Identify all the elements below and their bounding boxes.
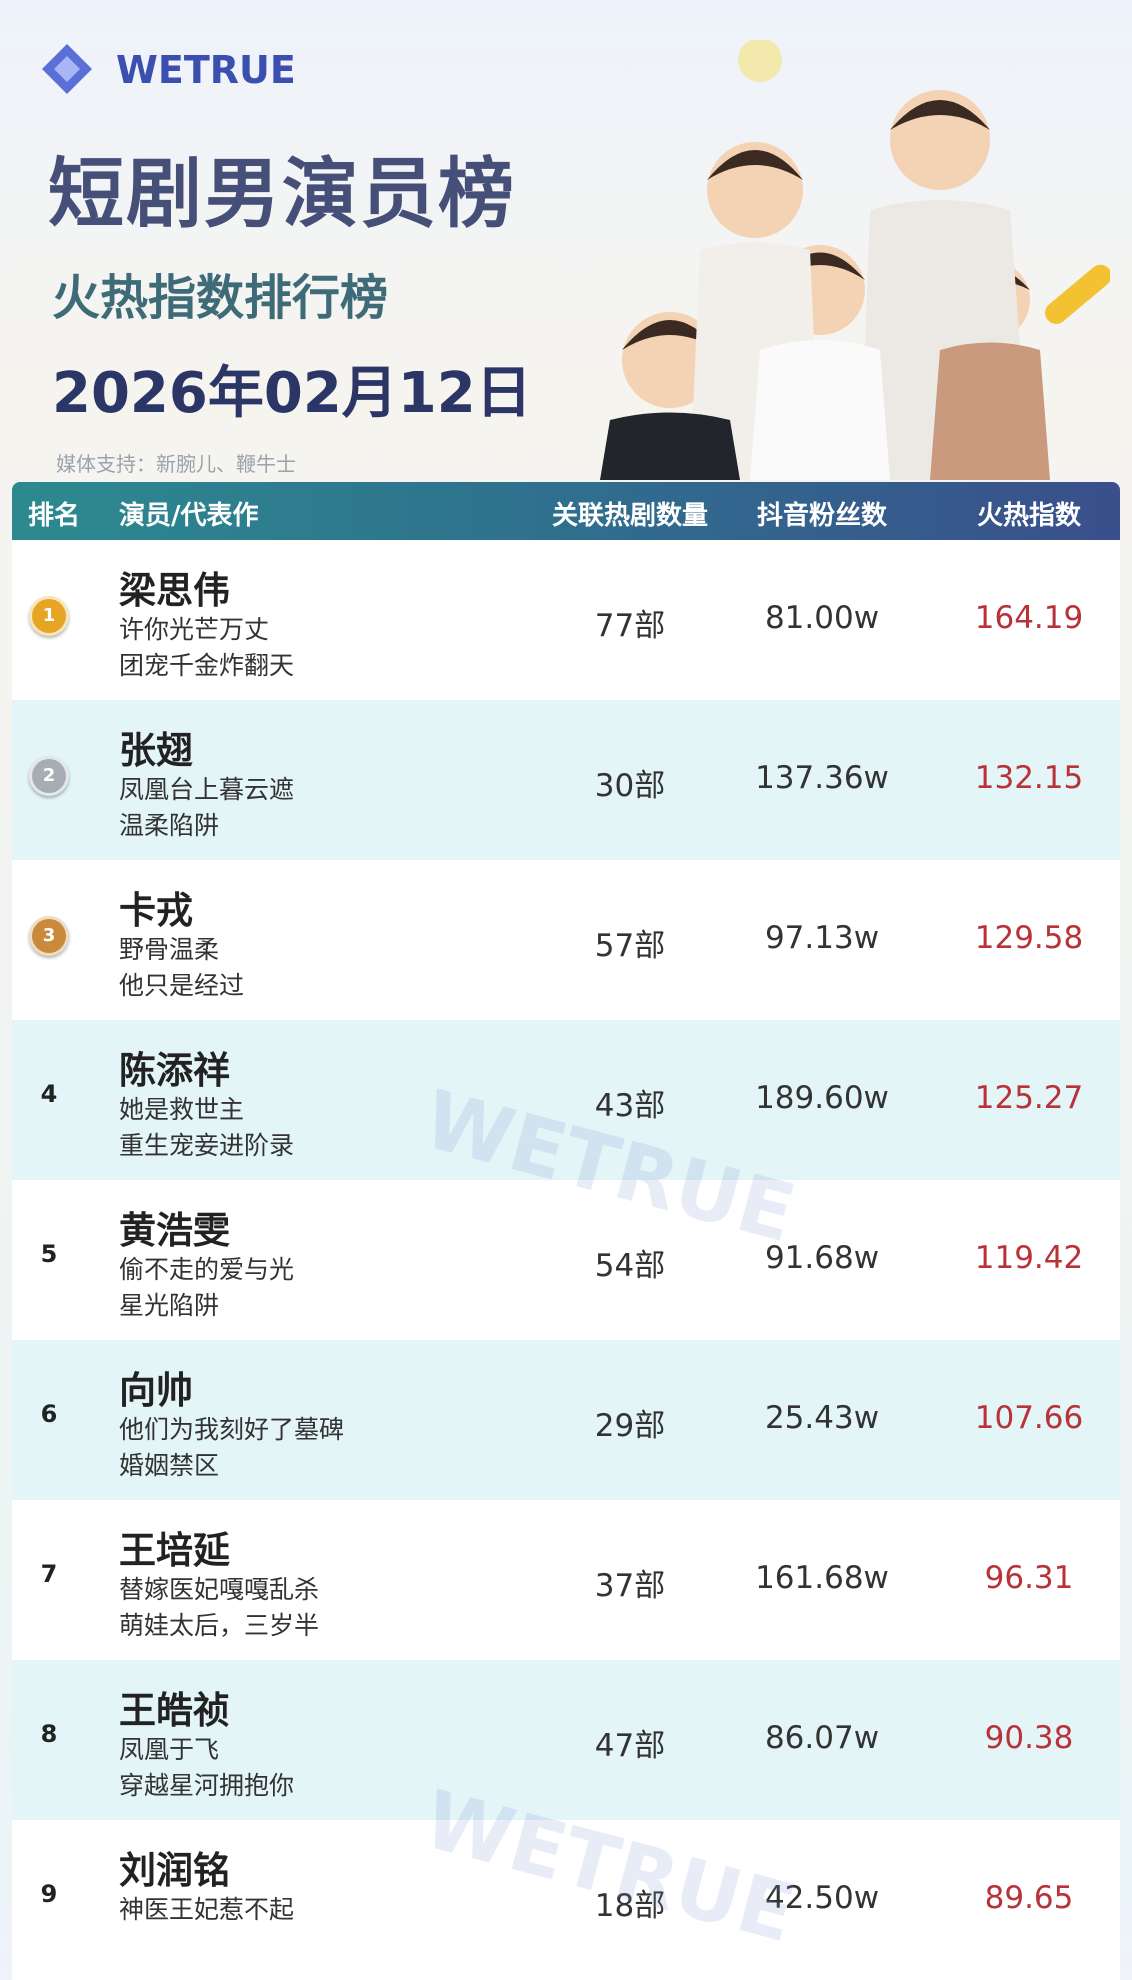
- actor-name: 卡戎: [119, 889, 193, 932]
- rank: 9: [40, 1880, 58, 1908]
- table-row: [12, 860, 1120, 1020]
- table-header: [12, 482, 1120, 540]
- fans: 97.13w: [764, 920, 880, 956]
- actor-name: 梁思伟: [119, 569, 230, 612]
- actor-name: 陈添祥: [119, 1049, 230, 1092]
- work-title: 替嫁医妃嘎嘎乱杀: [119, 1575, 320, 1604]
- work-title: 温柔陷阱: [119, 811, 220, 840]
- rank-medal: 2: [29, 756, 69, 796]
- illustration: [600, 40, 1110, 480]
- drama-count: 54部: [594, 1248, 666, 1284]
- heat-index: 164.19: [974, 600, 1084, 636]
- work-title: 萌娃太后，三岁半: [119, 1611, 320, 1640]
- rank: 4: [40, 1080, 58, 1108]
- column-header: 演员/代表作: [119, 501, 259, 531]
- actor-name: 王皓祯: [119, 1689, 230, 1732]
- drama-count: 30部: [594, 768, 666, 804]
- work-title: 重生宠妾进阶录: [119, 1131, 295, 1160]
- work-title: 婚姻禁区: [119, 1451, 220, 1480]
- media-support: 媒体支持：新腕儿、鞭牛士: [56, 452, 296, 476]
- fans: 189.60w: [755, 1080, 889, 1116]
- fans: 25.43w: [764, 1400, 880, 1436]
- work-title: 凤凰台上暮云遮: [119, 775, 295, 804]
- drama-count: 47部: [594, 1728, 666, 1764]
- work-title: 凤凰于飞: [119, 1735, 220, 1764]
- drama-count: 57部: [594, 928, 666, 964]
- work-title: 他只是经过: [119, 971, 245, 1000]
- fans: 81.00w: [764, 600, 880, 636]
- drama-count: 77部: [594, 608, 666, 644]
- actor-name: 张翅: [119, 729, 193, 772]
- table-row: [12, 1660, 1120, 1820]
- brand: WETRUE: [116, 48, 296, 92]
- column-header: 排名: [28, 501, 81, 531]
- table-row: [12, 1020, 1120, 1180]
- work-title: 偷不走的爱与光: [119, 1255, 295, 1284]
- date: 2026年02月12日: [52, 361, 532, 426]
- actor-name: 王培延: [119, 1529, 230, 1572]
- table-row: [12, 1340, 1120, 1500]
- actor-name: 刘润铭: [119, 1849, 230, 1892]
- drama-count: 37部: [594, 1568, 666, 1604]
- table-row: [12, 540, 1120, 700]
- drama-count: 29部: [594, 1408, 666, 1444]
- rank: 8: [40, 1720, 58, 1748]
- actor-name: 向帅: [119, 1369, 193, 1412]
- fans: 161.68w: [755, 1560, 889, 1596]
- fans: 137.36w: [755, 760, 889, 796]
- heat-index: 96.31: [984, 1560, 1074, 1596]
- column-header: 抖音粉丝数: [756, 501, 888, 531]
- heat-index: 89.65: [984, 1880, 1074, 1916]
- work-title: 野骨温柔: [119, 935, 220, 964]
- rank: 5: [40, 1240, 58, 1268]
- work-title: 许你光芒万丈: [119, 615, 270, 644]
- rank: 6: [40, 1400, 58, 1428]
- heat-index: 90.38: [984, 1720, 1074, 1756]
- column-header: 火热指数: [976, 501, 1082, 531]
- rank-medal: 1: [29, 596, 69, 636]
- work-title: 穿越星河拥抱你: [119, 1771, 295, 1800]
- logo: [42, 44, 92, 94]
- subtitle: 火热指数排行榜: [52, 270, 389, 326]
- heat-index: 119.42: [974, 1240, 1084, 1276]
- actor-name: 黄浩雯: [119, 1209, 230, 1252]
- table-row: [12, 1180, 1120, 1340]
- heat-index: 132.15: [974, 760, 1084, 796]
- heat-index: 125.27: [974, 1080, 1084, 1116]
- rank-medal: 3: [29, 916, 69, 956]
- work-title: 她是救世主: [119, 1095, 245, 1124]
- work-title: 团宠千金炸翻天: [119, 651, 295, 680]
- table-row: [12, 1500, 1120, 1660]
- work-title: 他们为我刻好了墓碑: [119, 1415, 345, 1444]
- work-title: 神医王妃惹不起: [119, 1895, 295, 1924]
- column-header: 关联热剧数量: [551, 501, 709, 531]
- fans: 86.07w: [764, 1720, 880, 1756]
- table-row: [12, 700, 1120, 860]
- heat-index: 107.66: [974, 1400, 1084, 1436]
- drama-count: 43部: [594, 1088, 666, 1124]
- work-title: 星光陷阱: [119, 1291, 220, 1320]
- fans: 91.68w: [764, 1240, 880, 1276]
- title: 短剧男演员榜: [48, 149, 516, 238]
- heat-index: 129.58: [974, 920, 1084, 956]
- rank: 7: [40, 1560, 58, 1588]
